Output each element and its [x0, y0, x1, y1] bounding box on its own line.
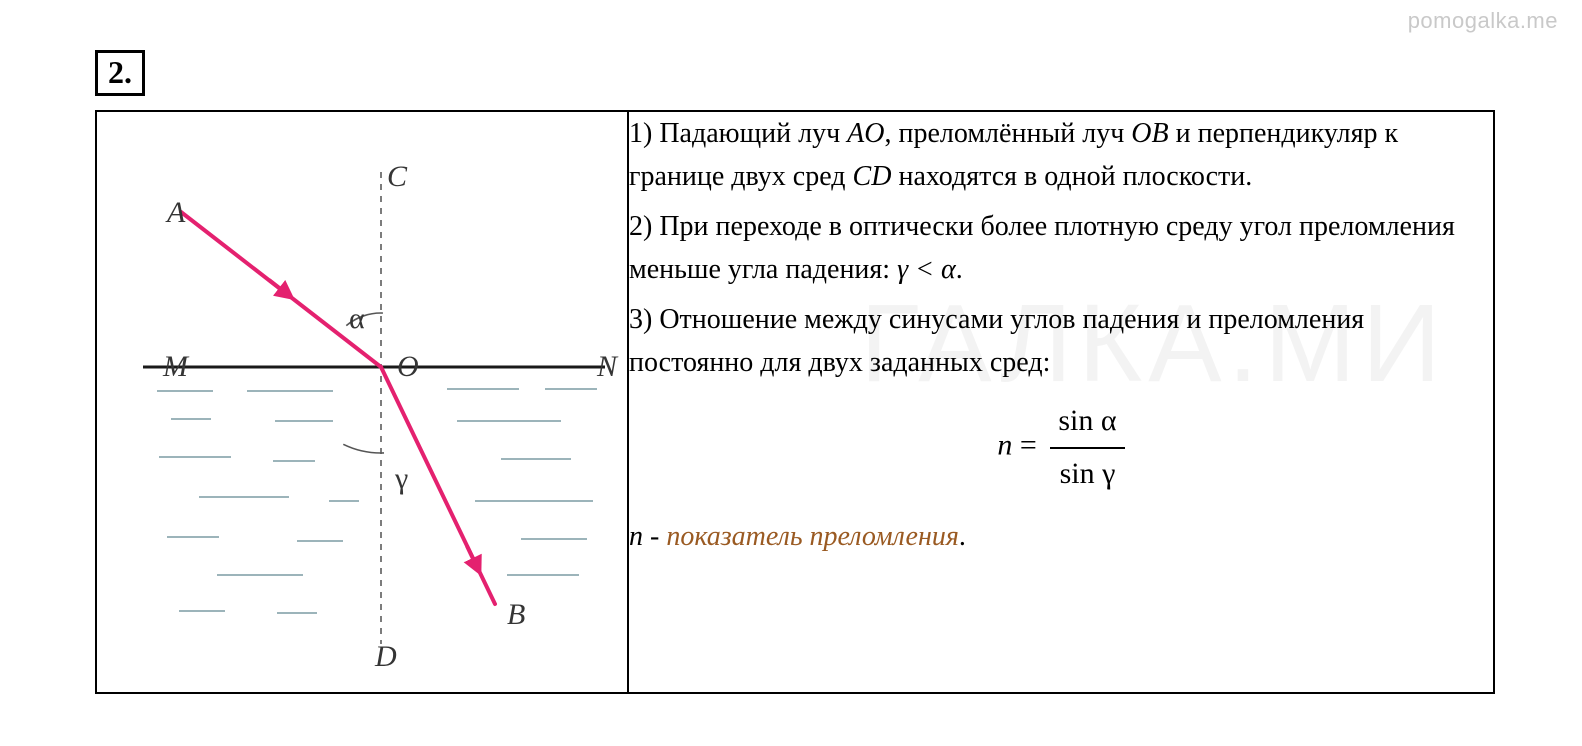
diagram-label-alpha: α [349, 302, 365, 336]
water-dash [217, 574, 303, 576]
var-CD: CD [853, 161, 892, 192]
content-table: A C M O N D Bα γ 1) Падающий луч AO, преломлённ… [95, 110, 1495, 694]
p2-text-a: 2) При переходе в оптически более плотну… [629, 211, 1455, 285]
diagram-label-N: N [597, 350, 617, 384]
water-dash [507, 574, 579, 576]
diagram-label-M: M [163, 350, 188, 384]
formula-n: n [997, 429, 1012, 462]
inequality: γ < α [897, 254, 956, 285]
p4-end: . [959, 521, 966, 552]
water-dash [545, 388, 597, 390]
water-dash [179, 610, 225, 612]
water-dash [171, 418, 211, 420]
fraction: sin αsin γ [1050, 398, 1124, 497]
water-dash [501, 458, 571, 460]
formula-denominator: sin γ [1050, 449, 1124, 498]
formula-eq: = [1012, 429, 1044, 462]
p2-text-b: . [956, 254, 963, 285]
paragraph-1: 1) Падающий луч AO, преломлённый луч OB … [629, 112, 1493, 199]
water-dash [329, 500, 359, 502]
explanation-cell: 1) Падающий луч AO, преломлённый луч OB … [628, 111, 1494, 693]
paragraph-2: 2) При переходе в оптически более плотну… [629, 205, 1493, 292]
water-dash [521, 538, 587, 540]
water-dash [167, 536, 219, 538]
water-dash [273, 460, 315, 462]
diagram-label-A: A [167, 196, 185, 230]
diagram-label-C: C [387, 160, 407, 194]
water-dash [159, 456, 231, 458]
paragraph-4: n - показатель преломления. [629, 515, 1493, 558]
water-dash [277, 612, 317, 614]
formula-numerator: sin α [1050, 398, 1124, 449]
p4-n: n [629, 521, 643, 552]
water-dash [457, 420, 561, 422]
p1-text-b: , преломлённый луч [884, 118, 1131, 149]
refraction-index-term: показатель преломления [666, 521, 959, 552]
problem-number: 2. [95, 50, 145, 96]
water-dash [199, 496, 289, 498]
diagram-label-O: O [397, 350, 419, 384]
water-dash [275, 420, 333, 422]
p1-text-d: находятся в одной плоскости. [891, 161, 1252, 192]
watermark-small: pomogalka.me [1408, 8, 1558, 34]
water-dash [475, 500, 593, 502]
var-OB: OB [1131, 118, 1168, 149]
water-dash [297, 540, 343, 542]
refraction-diagram: A C M O N D Bα γ [97, 112, 627, 692]
paragraph-3: 3) Отношение между синусами углов падени… [629, 298, 1493, 385]
water-dash [447, 388, 519, 390]
diagram-label-D: D [375, 640, 397, 674]
formula: n = sin αsin γ [629, 398, 1493, 497]
water-dash [247, 390, 333, 392]
water-dash [157, 390, 213, 392]
diagram-label-B: B [507, 598, 525, 632]
p1-text-a: 1) Падающий луч [629, 118, 847, 149]
diagram-label-gamma: γ [395, 462, 408, 496]
p4-dash: - [643, 521, 666, 552]
var-AO: AO [847, 118, 884, 149]
